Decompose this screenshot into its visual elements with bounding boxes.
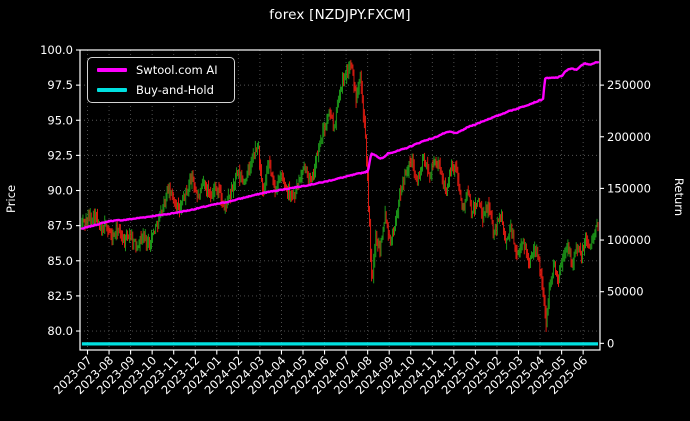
return-tick-label: 250000 (607, 78, 651, 92)
axis-ticks (76, 49, 604, 355)
chart-legend: Swtool.com AI Buy-and-Hold (87, 57, 235, 103)
return-axis-label: Return (672, 177, 686, 217)
price-tick-label: 92.5 (47, 148, 73, 162)
buy-and-hold-line-swatch (97, 88, 127, 92)
return-tick-label: 200000 (607, 130, 651, 144)
ai-return-line (80, 61, 600, 230)
price-tick-label: 85.0 (47, 254, 73, 268)
legend-item-buy-and-hold: Buy-and-Hold (97, 83, 225, 97)
ai-line-swatch (97, 68, 127, 72)
legend-label-ai: Swtool.com AI (136, 63, 218, 77)
return-tick-label: 50000 (607, 285, 644, 299)
return-tick-label: 0 (607, 336, 614, 350)
price-tick-label: 80.0 (47, 324, 73, 338)
price-tick-label: 97.5 (47, 78, 73, 92)
price-tick-label: 95.0 (47, 113, 73, 127)
price-tick-label: 87.5 (47, 219, 73, 233)
legend-label-buy-and-hold: Buy-and-Hold (136, 83, 214, 97)
legend-item-ai: Swtool.com AI (97, 63, 225, 77)
price-tick-label: 90.0 (47, 184, 73, 198)
plot-frame (79, 49, 601, 351)
price-tick-label: 100.0 (40, 43, 73, 57)
price-tick-label: 82.5 (47, 289, 73, 303)
return-tick-label: 100000 (607, 233, 651, 247)
return-tick-label: 150000 (607, 181, 651, 195)
price-axis-label: Price (4, 184, 18, 214)
chart-title: forex [NZDJPY.FXCM] (269, 7, 411, 23)
